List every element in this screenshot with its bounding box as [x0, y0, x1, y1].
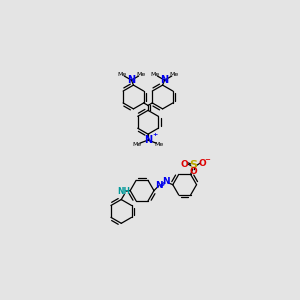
- Text: N: N: [155, 181, 163, 190]
- Text: Me: Me: [150, 72, 159, 77]
- Text: Me: Me: [133, 142, 142, 147]
- Text: Me: Me: [170, 72, 179, 77]
- Text: Me: Me: [137, 72, 146, 77]
- Text: N: N: [160, 75, 169, 85]
- Text: O: O: [181, 160, 189, 169]
- Text: Me: Me: [117, 72, 126, 77]
- Text: −: −: [205, 157, 210, 163]
- Text: O: O: [199, 159, 206, 168]
- Text: N: N: [144, 135, 152, 145]
- Text: +: +: [152, 132, 157, 137]
- Text: N: N: [162, 177, 170, 186]
- Text: Me: Me: [154, 142, 164, 147]
- Text: NH: NH: [118, 187, 131, 196]
- Text: O: O: [190, 167, 197, 176]
- Text: N: N: [128, 75, 136, 85]
- Text: S: S: [190, 160, 198, 170]
